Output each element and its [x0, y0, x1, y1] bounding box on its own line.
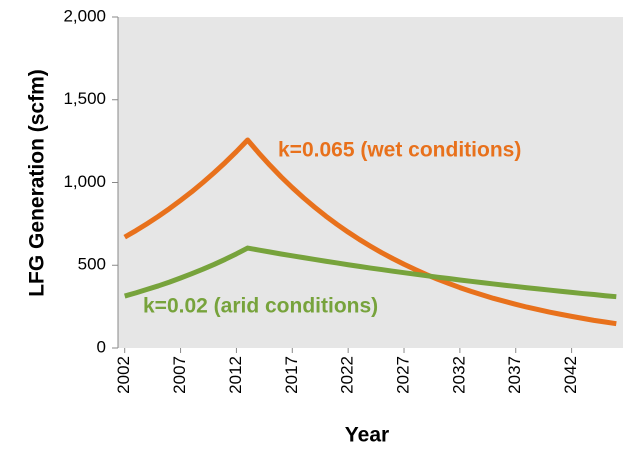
- series-label: k=0.065 (wet conditions): [278, 139, 521, 162]
- y-tick-label: 500: [78, 255, 106, 274]
- line-series: [123, 137, 617, 327]
- x-tick-label: 2032: [449, 356, 468, 394]
- x-tick-label: 2027: [394, 356, 413, 394]
- x-tick-label: 2002: [114, 356, 133, 394]
- x-axis-label: Year: [345, 424, 389, 447]
- x-tick-label: 2007: [170, 356, 189, 394]
- y-tick-label: 1,500: [63, 89, 106, 108]
- line-series: [124, 245, 617, 300]
- y-tick-label: 2,000: [63, 6, 106, 25]
- series-label: k=0.02 (arid conditions): [143, 295, 378, 318]
- x-tick-label: 2017: [282, 356, 301, 394]
- y-tick-label: 1,000: [63, 172, 106, 191]
- y-axis-label: LFG Generation (scfm): [26, 69, 49, 297]
- x-tick-label: 2012: [226, 356, 245, 394]
- x-tick-label: 2037: [505, 356, 524, 394]
- x-tick-label: 2022: [338, 356, 357, 394]
- y-tick-label: 0: [97, 337, 106, 356]
- x-tick-label: 2042: [561, 356, 580, 394]
